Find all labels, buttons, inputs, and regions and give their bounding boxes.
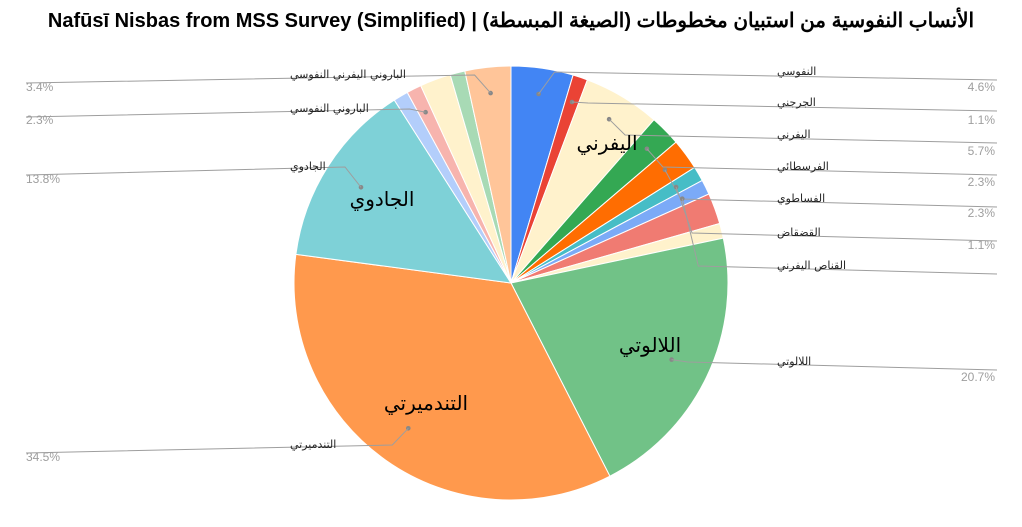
leader-line-17: [25, 74, 491, 94]
inner-label-10: اللالوتي: [619, 333, 681, 358]
leader-line-4: [646, 148, 998, 176]
slice-percent-3: 5.7%: [968, 144, 996, 158]
slice-percent-14: 2.3%: [26, 113, 54, 127]
leader-line-2: [571, 101, 998, 112]
slice-label-12: الجادوي: [290, 160, 326, 173]
slice-label-6: القضقاض: [777, 226, 821, 239]
slice-11: [293, 253, 611, 501]
slice-percent-6: 1.1%: [968, 238, 996, 252]
slice-label-2: الجرجني: [777, 96, 816, 109]
leader-line-12: [25, 166, 362, 188]
leader-line-5: [664, 169, 998, 208]
slice-percent-17: 3.4%: [26, 80, 54, 94]
slice-label-4: الفرسطائي: [777, 160, 829, 173]
leader-dot-14: [423, 109, 428, 115]
slice-label-5: الفساطوي: [777, 192, 825, 205]
leader-line-6: [675, 186, 998, 242]
inner-label-12: الجادوي: [350, 187, 415, 212]
slice-label-3: اليفرني: [777, 128, 811, 141]
leader-line-11: [25, 427, 409, 454]
slice-percent-10: 20.7%: [961, 370, 995, 384]
leader-line-14: [25, 108, 426, 118]
slice-17: [464, 65, 512, 284]
leader-line-7: [681, 198, 998, 275]
leader-line-10: [671, 359, 998, 371]
slice-percent-2: 1.1%: [968, 113, 996, 127]
slice-label-7: القناص اليفرني: [777, 259, 846, 272]
slice-percent-5: 2.3%: [968, 206, 996, 220]
inner-label-11: التندميرتي: [384, 391, 468, 416]
slice-percent-12: 13.8%: [26, 172, 60, 186]
slice-percent-1: 4.6%: [968, 80, 996, 94]
slice-12: [295, 99, 512, 284]
slice-label-17: الباروني اليفرني النفوسي: [290, 68, 406, 81]
slice-label-1: النفوسي: [777, 65, 816, 78]
inner-label-3: اليفرني: [576, 131, 637, 156]
slice-label-11: التندميرتي: [290, 438, 336, 451]
leader-line-3: [608, 118, 998, 144]
leader-line-1: [538, 71, 998, 95]
slice-label-10: اللالوتي: [777, 355, 811, 368]
slice-percent-4: 2.3%: [968, 175, 996, 189]
chart-title: Nafūsī Nisbas from MSS Survey (Simplifie…: [47, 10, 975, 32]
slice-percent-11: 34.5%: [26, 450, 60, 464]
slice-10: [510, 237, 729, 477]
slice-label-14: الباروني النفوسي: [290, 102, 369, 115]
